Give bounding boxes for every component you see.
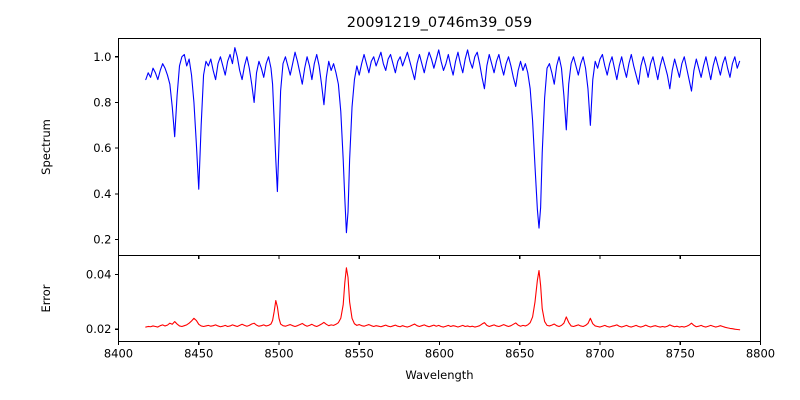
y-tick-label: 0.2 (93, 233, 111, 247)
error-y-axis-label: Error (39, 284, 53, 312)
wavelength-x-axis-label: Wavelength (405, 368, 473, 382)
y-tick-label: 0.8 (93, 95, 111, 109)
x-tick-label: 8500 (264, 347, 293, 361)
spectrum-panel: 0.2 0.4 0.6 0.8 1.0 Spectrum (39, 37, 762, 259)
spectrum-panel-frame (117, 37, 762, 257)
error-panel-ticks: 0.02 0.04 8400 8450 8500 8550 8600 8650 8700 8750… (86, 268, 775, 361)
spectrum-data-line (145, 47, 741, 234)
error-panel-frame (117, 254, 762, 343)
x-tick-label: 8550 (345, 347, 374, 361)
x-tick-label: 8450 (184, 347, 213, 361)
figure-title: 20091219_0746m39_059 (347, 15, 532, 31)
x-tick-label: 8750 (666, 347, 695, 361)
y-tick-label: 0.4 (93, 187, 111, 201)
spectrum-panel-ticks: 0.2 0.4 0.6 0.8 1.0 (93, 50, 762, 259)
x-tick-label: 8700 (585, 347, 614, 361)
spectrum-y-axis-label: Spectrum (39, 119, 53, 175)
error-data-line (145, 267, 741, 331)
x-tick-label: 8650 (505, 347, 534, 361)
y-tick-label: 0.6 (93, 141, 111, 155)
x-tick-label: 8800 (746, 347, 775, 361)
x-tick-label: 8400 (104, 347, 133, 361)
x-tick-label: 8600 (425, 347, 454, 361)
error-panel: 0.02 0.04 8400 8450 8500 8550 8600 8650 8700 8750… (39, 254, 775, 382)
y-tick-label: 1.0 (93, 50, 111, 64)
y-tick-label: 0.04 (86, 268, 112, 282)
y-tick-label: 0.02 (86, 322, 112, 336)
